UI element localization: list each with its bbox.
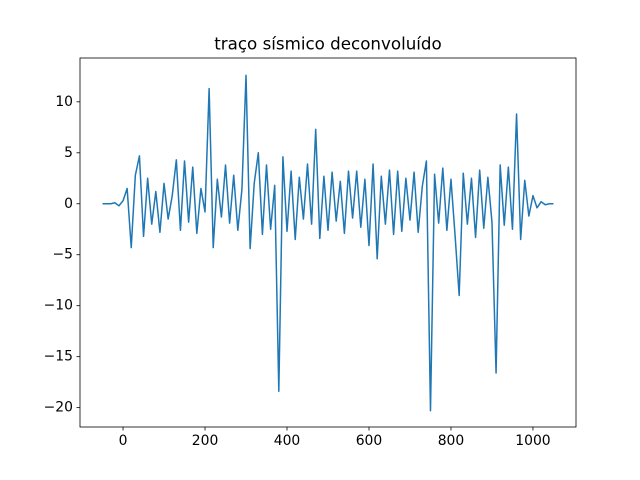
series-line — [102, 74, 554, 412]
y-tick-label: 0 — [64, 196, 73, 212]
x-tick-label: 200 — [192, 433, 219, 449]
y-tick-label: −20 — [44, 400, 73, 416]
y-tick-label: −5 — [53, 247, 73, 263]
x-tick-label: 600 — [356, 433, 383, 449]
y-tick-label: 5 — [64, 145, 73, 161]
x-tick-label: 400 — [274, 433, 301, 449]
y-tick-label: 10 — [55, 94, 73, 110]
axes-frame — [79, 57, 577, 428]
x-tick-label: 0 — [119, 433, 128, 449]
y-tick-label: −10 — [44, 298, 73, 314]
y-tick-label: −15 — [44, 349, 73, 365]
x-tick-label: 800 — [438, 433, 465, 449]
chart-title: traço sísmico deconvoluído — [214, 34, 441, 54]
x-tick-label: 1000 — [515, 433, 550, 449]
